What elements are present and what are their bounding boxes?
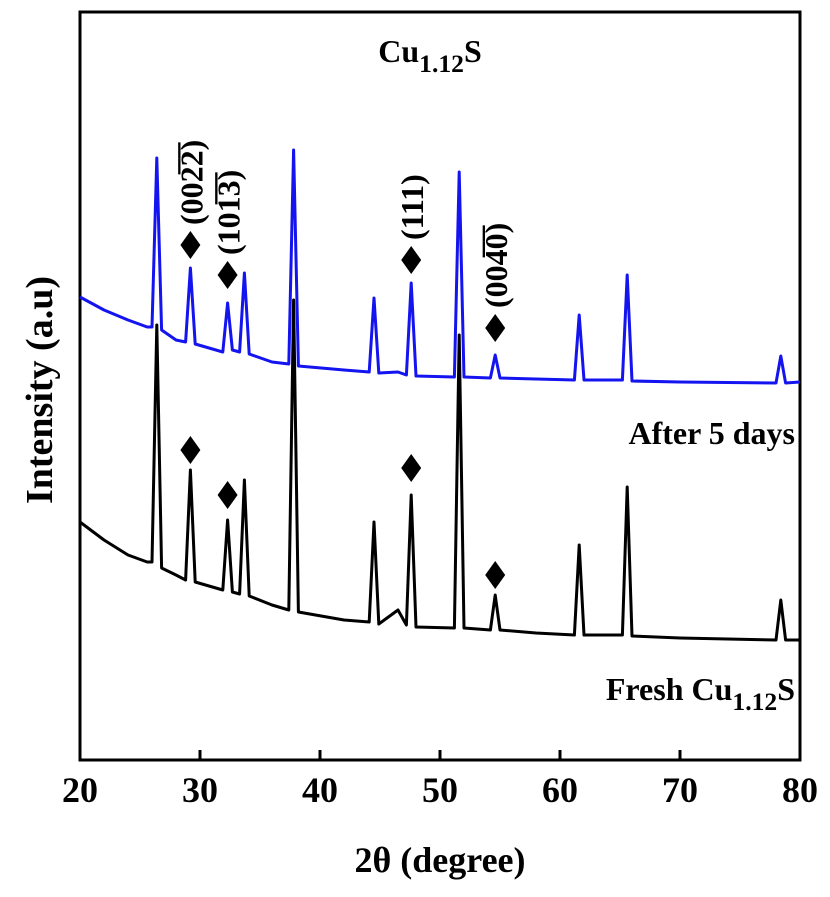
text-part: S xyxy=(777,671,795,707)
diamond-marker xyxy=(217,481,238,509)
chart-title: Cu1.12S xyxy=(378,33,482,78)
x-tick-label: 60 xyxy=(542,770,578,810)
x-tick-label: 70 xyxy=(662,770,698,810)
diamond-marker xyxy=(401,454,422,482)
diamond-marker xyxy=(217,261,238,289)
plot-frame xyxy=(78,10,802,762)
diamond-marker xyxy=(180,436,201,464)
text-part: S xyxy=(464,33,482,69)
peak-label: (111) xyxy=(394,174,430,240)
series-label: After 5 days xyxy=(629,415,796,451)
peak-label: (004̅0̅) xyxy=(478,223,514,308)
text-part: After 5 days xyxy=(629,415,796,451)
diamond-marker xyxy=(401,246,422,274)
x-tick-label: 20 xyxy=(62,770,98,810)
series-label: Fresh Cu1.12S xyxy=(606,671,795,716)
x-tick-label: 80 xyxy=(782,770,818,810)
diamond-marker xyxy=(485,561,506,589)
subscript: 1.12 xyxy=(732,687,777,716)
x-tick-label: 40 xyxy=(302,770,338,810)
data-line xyxy=(79,298,800,642)
x-tick-label: 50 xyxy=(422,770,458,810)
text-part: Cu xyxy=(378,33,419,69)
x-axis-label: 2θ (degree) xyxy=(354,840,525,880)
diamond-marker xyxy=(180,231,201,259)
diamond-marker xyxy=(485,314,506,342)
x-tick-label: 30 xyxy=(182,770,218,810)
peak-label: (002̅2̅) xyxy=(173,140,209,225)
y-axis-label: Intensity (a.u) xyxy=(19,276,61,504)
subscript: 1.12 xyxy=(419,49,464,78)
data-line xyxy=(79,148,801,385)
text-part: Fresh Cu xyxy=(606,671,733,707)
peak-label: (101̅3̅) xyxy=(211,170,247,255)
